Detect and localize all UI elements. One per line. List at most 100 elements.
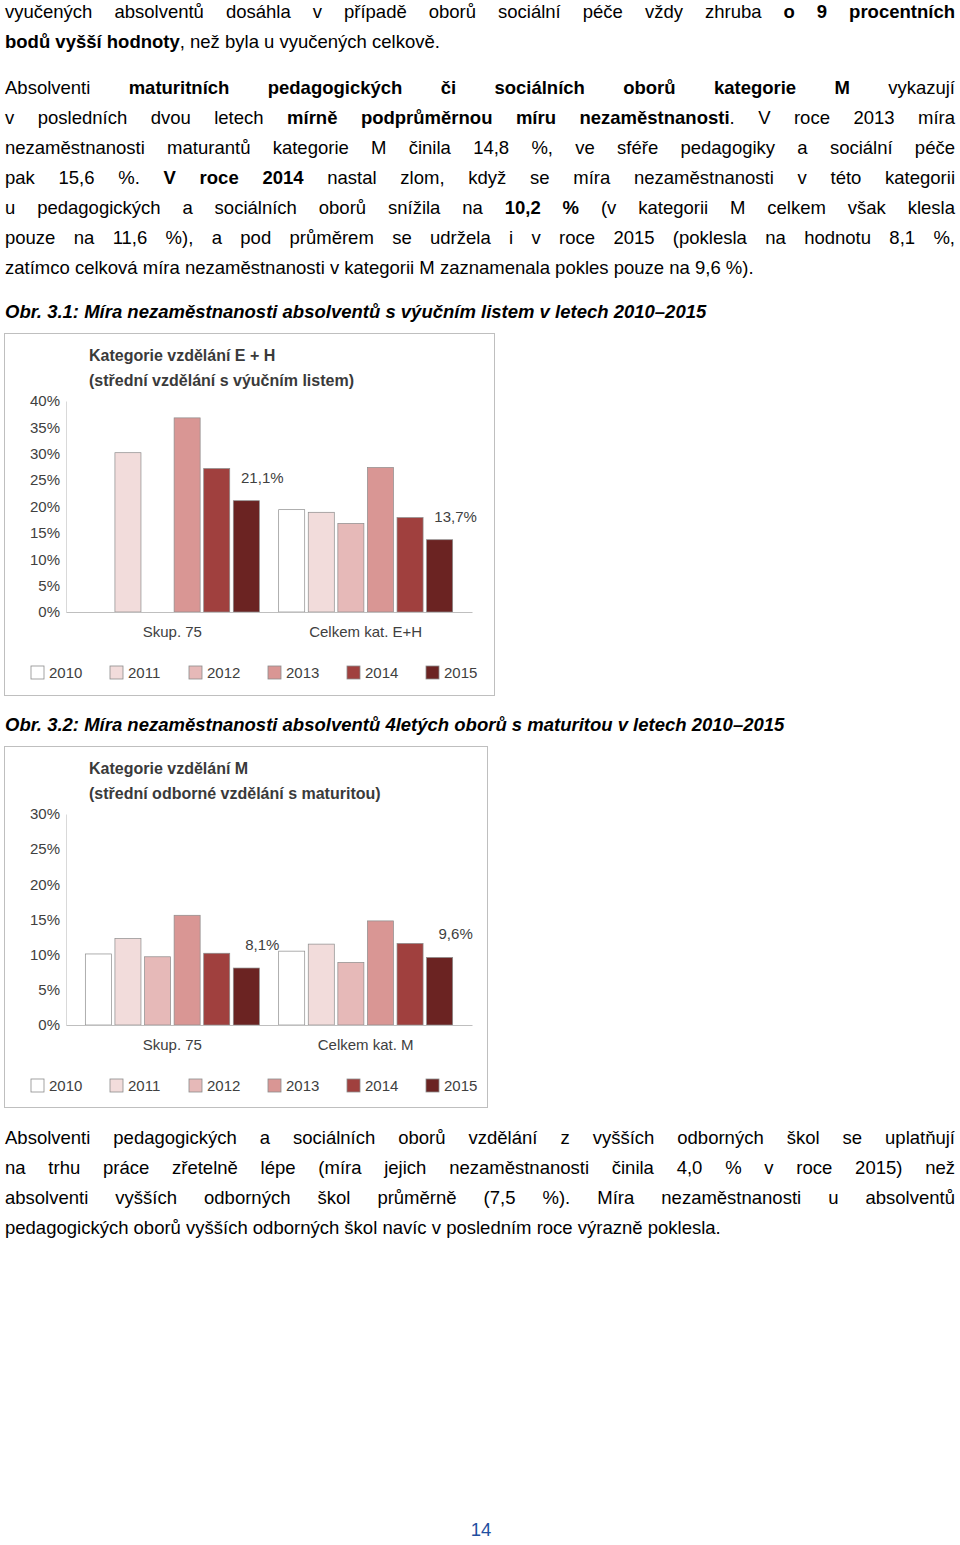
text-run: Absolventi [5,77,129,98]
data-label: 13,7% [434,508,477,525]
text-run: vyučených absolventů dosáhla v případě o… [5,1,784,22]
text-line: nezaměstnanosti maturantů kategorie M či… [5,133,955,163]
chart: Kategorie vzdělání M (střední odborné vzd… [4,746,488,1108]
y-tick: 30% [30,805,66,822]
text-run: na trhu práce zřetelně lépe (míra jejich… [5,1157,955,1178]
y-tick-label: 30% [30,445,60,462]
text-run: bodů vyšší hodnoty [5,31,180,52]
text-run: , než byla u vyučených celkově. [180,31,440,52]
y-tick: 15% [30,911,66,928]
y-tick: 20% [30,498,66,515]
bar [204,469,230,612]
y-tick-label: 25% [30,471,60,488]
data-labels: 8,1%9,6% [245,925,473,953]
text-run: maturitních pedagogických či sociálních … [129,77,850,98]
chart: Kategorie vzdělání E + H(střední vzdělán… [4,333,495,696]
chart-subtitle: (střední vzdělání s výučním listem) [89,372,354,389]
bar [427,957,453,1025]
x-tick-label: Celkem kat. M [318,1036,414,1053]
text-run: absolventi vyšších odborných škol průměr… [5,1187,955,1208]
text-line: bodů vyšší hodnoty, než byla u vyučených… [5,27,955,57]
text-run: pouze na 11,6 %), a pod průměrem se udrž… [5,227,955,248]
y-tick-label: 0% [38,603,60,620]
data-label: 21,1% [241,469,284,486]
bar [204,953,230,1025]
y-tick-label: 10% [30,551,60,568]
bar [367,467,393,612]
bar [397,943,423,1025]
chart-subtitle: (střední odborné vzdělání s maturitou) [89,785,381,802]
legend-swatch [189,666,202,679]
text-run: zatímco celková míra nezaměstnanosti v k… [5,257,754,278]
x-tick-label: Celkem kat. E+H [309,623,422,640]
y-tick: 30% [30,445,66,462]
text-run: mírně podprůměrnou míru nezaměstnanosti [287,107,729,128]
y-tick-label: 35% [30,419,60,436]
legend-label: 2015 [444,664,477,681]
bar [338,962,364,1025]
legend-swatch [426,1079,439,1092]
legend-label: 2013 [286,1077,319,1094]
x-tick-label: Skup. 75 [143,1036,202,1053]
bar [338,523,364,612]
bars [115,418,453,612]
bar [174,915,200,1025]
y-tick-label: 40% [30,392,60,409]
data-label: 8,1% [245,936,279,953]
y-tick: 35% [30,419,66,436]
text-run: (v kategorii M celkem však klesla [579,197,955,218]
text-run: u pedagogických a sociálních oborů sníži… [5,197,505,218]
text-line: v posledních dvou letech mírně podprůměr… [5,103,955,133]
bar [85,954,111,1025]
x-tick: Celkem kat. M [318,1025,414,1053]
text-run: vykazují [850,77,955,98]
text-line: pak 15,6 %. V roce 2014 nastal zlom, kdy… [5,163,955,193]
legend-swatch [347,666,360,679]
legend-swatch [31,666,44,679]
bar [233,968,259,1025]
y-axis-line [66,815,67,1026]
legend: 201020112012201320142015 [31,1077,477,1094]
legend-label: 2010 [49,1077,82,1094]
chart-frame [5,747,488,1108]
data-labels: 21,1% 13,7% [241,469,477,525]
legend-label: 2012 [207,1077,240,1094]
x-axis: Skup. 75Celkem kat. E+H [67,612,473,640]
bar [174,418,200,612]
y-tick: 15% [30,524,66,541]
text-run: pedagogických oborů vyšších odborných šk… [5,1217,721,1238]
y-tick: 5% [38,981,66,998]
x-axis-line [67,612,473,613]
text-run: nezaměstnanosti maturantů kategorie M či… [5,137,955,158]
y-tick-label: 15% [30,524,60,541]
bar [115,938,141,1025]
y-axis: 0%5%10%15%20%25%30%35%40% [30,392,67,620]
figure-caption: Obr. 3.1: Míra nezaměstnanosti absolvent… [5,297,706,327]
legend-swatch [110,666,123,679]
x-axis-line [67,1025,473,1026]
legend-label: 2011 [128,664,160,681]
text-run: V roce 2014 [164,167,304,188]
legend-label: 2014 [365,1077,398,1094]
page-number: 14 [460,1515,502,1545]
x-tick: Skup. 75 [143,1025,202,1053]
bar [367,921,393,1025]
chart-frame [5,334,495,696]
y-tick: 40% [30,392,66,409]
legend-swatch [31,1079,44,1092]
y-tick-label: 15% [30,911,60,928]
legend-label: 2013 [286,664,319,681]
text-run: . V roce 2013 míra [730,107,955,128]
y-tick-label: 20% [30,876,60,893]
page: vyučených absolventů dosáhla v případě o… [0,0,960,1545]
y-tick-label: 20% [30,498,60,515]
legend-swatch [426,666,439,679]
bar [308,944,334,1025]
y-tick: 10% [30,551,66,568]
legend-swatch [268,666,281,679]
text-line: absolventi vyšších odborných škol průměr… [5,1183,955,1213]
text-line: zatímco celková míra nezaměstnanosti v k… [5,253,955,283]
chart-title: Kategorie vzdělání M [89,760,248,777]
text-line: vyučených absolventů dosáhla v případě o… [5,0,955,27]
y-tick: 10% [30,946,66,963]
